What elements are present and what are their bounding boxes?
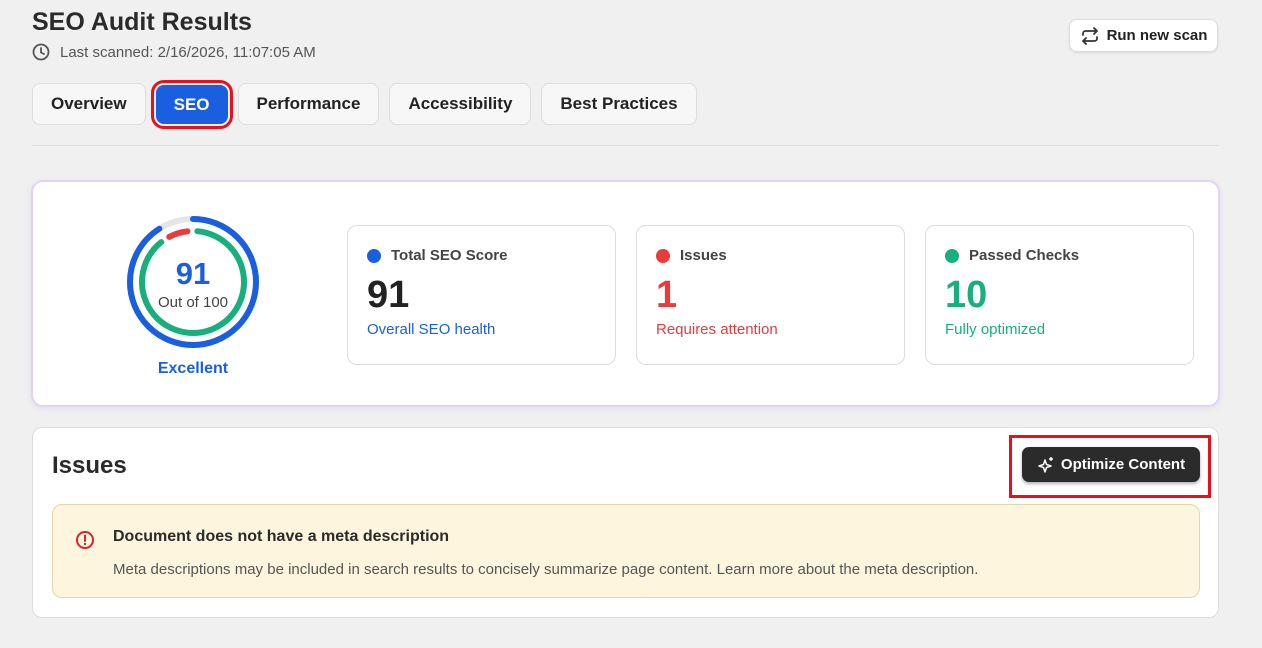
gauge-score-arc xyxy=(127,216,259,348)
last-scanned: Last scanned: 2/16/2026, 11:07:05 AM xyxy=(32,43,316,61)
issue-title: Document does not have a meta descriptio… xyxy=(113,528,450,545)
summary-panel: 91 Out of 100 Excellent Total SEO Score … xyxy=(31,180,1220,407)
tab-seo[interactable]: SEO xyxy=(150,80,233,129)
divider xyxy=(32,145,1219,146)
optimize-content-button[interactable]: Optimize Content xyxy=(1022,447,1200,482)
clock-icon xyxy=(32,43,50,61)
score-grade: Excellent xyxy=(157,360,229,377)
issues-panel: Issues Optimize Content Document does no… xyxy=(32,427,1219,618)
blue-dot-icon xyxy=(367,248,381,263)
highlight-box xyxy=(1009,435,1211,498)
run-new-scan-button[interactable]: Run new scan xyxy=(1069,19,1218,52)
score-value: 91 xyxy=(175,256,211,291)
card-subtitle: Overall SEO health xyxy=(367,321,496,338)
card-value: 10 xyxy=(945,274,988,316)
tab-bar: Overview SEO Performance Accessibility B… xyxy=(32,80,697,129)
score-gauge: 91 Out of 100 xyxy=(125,214,261,350)
issue-item: Document does not have a meta descriptio… xyxy=(52,504,1200,598)
score-subtitle: Out of 100 xyxy=(157,294,229,311)
gauge-passed-arc xyxy=(139,228,247,336)
card-subtitle: Fully optimized xyxy=(945,321,1046,338)
card-subtitle: Requires attention xyxy=(656,321,778,338)
run-new-scan-label: Run new scan xyxy=(1106,27,1208,44)
tab-overview[interactable]: Overview xyxy=(32,83,146,125)
issues-title: Issues xyxy=(52,452,127,479)
card-label: Issues xyxy=(680,247,727,264)
tab-best-practices[interactable]: Best Practices xyxy=(541,83,697,125)
gauge-issues-arc xyxy=(139,228,247,336)
refresh-icon xyxy=(1081,26,1098,45)
card-label: Total SEO Score xyxy=(391,247,508,264)
card-value: 1 xyxy=(656,274,678,316)
page-title: SEO Audit Results xyxy=(32,8,252,36)
tab-accessibility[interactable]: Accessibility xyxy=(389,83,532,125)
card-label: Passed Checks xyxy=(969,247,1080,264)
card-value: 91 xyxy=(367,274,410,316)
card-total-score: Total SEO Score 91 Overall SEO health xyxy=(347,225,616,365)
tab-performance[interactable]: Performance xyxy=(237,83,380,125)
green-dot-icon xyxy=(945,248,959,263)
issue-description: Meta descriptions may be included in sea… xyxy=(113,561,979,578)
card-issues: Issues 1 Requires attention xyxy=(636,225,905,365)
alert-circle-icon xyxy=(76,531,94,549)
optimize-content-label: Optimize Content xyxy=(1060,456,1186,473)
sparkle-icon xyxy=(1038,456,1053,473)
last-scanned-text: Last scanned: 2/16/2026, 11:07:05 AM xyxy=(60,43,316,61)
red-dot-icon xyxy=(656,248,670,263)
card-passed-checks: Passed Checks 10 Fully optimized xyxy=(925,225,1194,365)
